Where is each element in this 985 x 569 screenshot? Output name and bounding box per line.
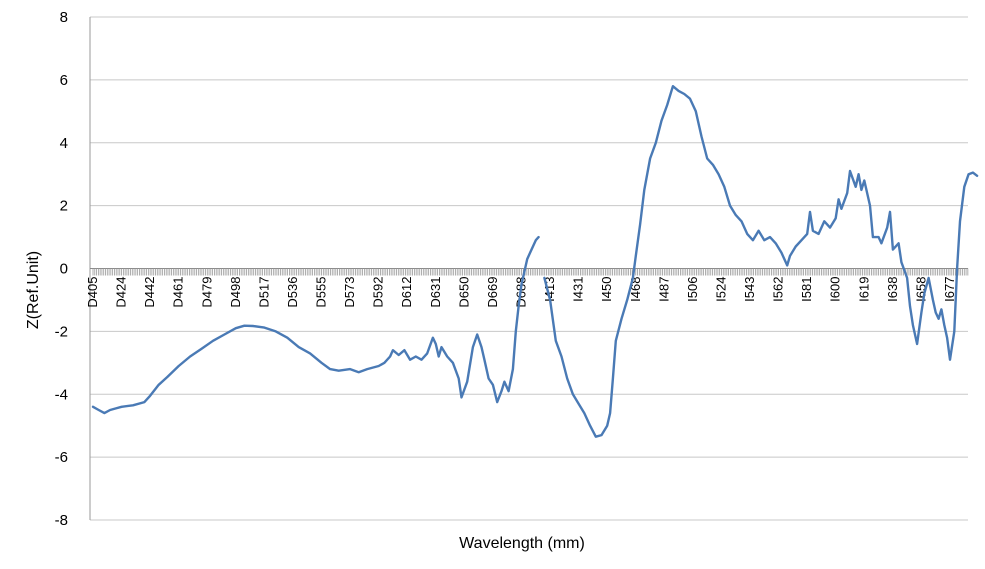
x-tick-label: I506 bbox=[685, 277, 700, 302]
y-tick-label: 4 bbox=[60, 135, 68, 152]
x-tick-label: I677 bbox=[942, 277, 957, 302]
series-line bbox=[543, 84, 979, 438]
x-tick-label: I524 bbox=[713, 277, 728, 302]
x-tick-label: D461 bbox=[171, 277, 186, 308]
x-tick-label: I619 bbox=[856, 277, 871, 302]
x-tick-label: D573 bbox=[342, 277, 357, 308]
x-tick-label: I638 bbox=[885, 277, 900, 302]
y-tick-label: -6 bbox=[55, 449, 68, 466]
y-tick-label: 6 bbox=[60, 72, 68, 89]
x-tick-label: D479 bbox=[199, 277, 214, 308]
x-tick-label: D612 bbox=[399, 277, 414, 308]
y-tick-label: -4 bbox=[55, 386, 68, 403]
x-tick-label: D650 bbox=[456, 277, 471, 308]
x-tick-label: I487 bbox=[656, 277, 671, 302]
x-tick-label: I431 bbox=[571, 277, 586, 302]
y-tick-label: -2 bbox=[55, 323, 68, 340]
y-tick-label: 2 bbox=[60, 198, 68, 215]
x-tick-label: D424 bbox=[114, 277, 129, 308]
y-tick-label: 8 bbox=[60, 9, 68, 26]
x-tick-label: I600 bbox=[828, 277, 843, 302]
x-tick-label: D536 bbox=[285, 277, 300, 308]
x-tick-label: D669 bbox=[485, 277, 500, 308]
series-line bbox=[91, 235, 540, 415]
x-tick-label: D555 bbox=[314, 277, 329, 308]
y-tick-label: -8 bbox=[55, 512, 68, 529]
y-axis-ticks: 8 6 4 2 0 -2 -4 -6 -8 bbox=[55, 9, 68, 529]
y-axis-title: Z(Ref.Unit) bbox=[25, 251, 42, 329]
x-tick-label: D517 bbox=[256, 277, 271, 308]
y-tick-label: 0 bbox=[60, 261, 68, 278]
x-tick-label: D442 bbox=[142, 277, 157, 308]
x-tick-label: I562 bbox=[771, 277, 786, 302]
series-lines bbox=[91, 84, 979, 438]
x-tick-label: D498 bbox=[228, 277, 243, 308]
x-axis: D405 D424 D442 D461 D479 D498 D517 D536 D555 D573… bbox=[85, 268, 969, 308]
x-tick-label: I543 bbox=[742, 277, 757, 302]
x-tick-label: I450 bbox=[599, 277, 614, 302]
x-tick-label: D631 bbox=[428, 277, 443, 308]
x-tick-label: D592 bbox=[371, 277, 386, 308]
x-tick-label: D405 bbox=[85, 277, 100, 308]
x-tick-label: I581 bbox=[799, 277, 814, 302]
x-axis-title: Wavelength (mm) bbox=[459, 535, 585, 552]
